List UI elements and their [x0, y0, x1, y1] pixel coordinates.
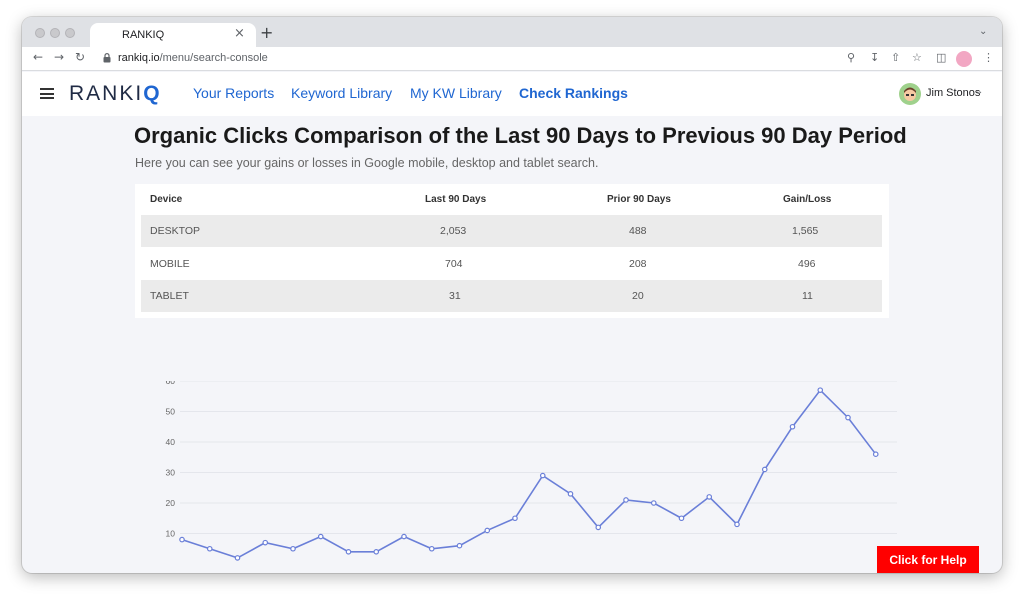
cell-prior-90: 20	[632, 290, 644, 302]
y-tick-label: 50	[166, 407, 176, 417]
data-point	[734, 521, 740, 528]
new-tab-button[interactable]: +	[260, 23, 274, 42]
data-point	[262, 539, 269, 546]
tab-search-chevron-icon[interactable]: ⌄	[979, 26, 988, 37]
cell-gain-loss: 11	[802, 290, 813, 302]
minimize-window-button[interactable]	[50, 28, 60, 38]
data-point	[317, 533, 324, 540]
nav-my-kw-library[interactable]: My KW Library	[410, 85, 502, 101]
forward-arrow-icon[interactable]: →	[54, 50, 65, 64]
data-point	[428, 545, 435, 552]
more-icon[interactable]: ⋮	[983, 51, 994, 64]
cell-prior-90: 208	[629, 258, 647, 270]
data-point	[623, 497, 629, 503]
series-line	[181, 388, 877, 559]
profile-icon[interactable]	[956, 51, 972, 67]
data-point	[401, 533, 407, 540]
rankiq-logo[interactable]: RANKIQ	[69, 82, 162, 106]
data-point	[206, 545, 213, 552]
hamburger-menu-icon[interactable]	[40, 88, 54, 99]
data-point	[789, 423, 796, 430]
y-tick-label: 40	[166, 437, 176, 447]
nav-check-rankings[interactable]: Check Rankings	[519, 85, 628, 101]
cell-device: DESKTOP	[150, 225, 200, 237]
sidebar-icon[interactable]: ◫	[936, 51, 947, 64]
logo-mark: Q	[143, 82, 162, 105]
cell-device: MOBILE	[150, 258, 190, 270]
cell-last-90: 31	[449, 290, 461, 302]
header-prior-90-days: Prior 90 Days	[607, 194, 671, 205]
cell-prior-90: 488	[629, 225, 647, 237]
browser-tab[interactable]: RANKIQ ×	[90, 23, 256, 47]
cell-device: TABLET	[150, 290, 189, 302]
browser-window: RANKIQ × + ⌄ ← → ↻ rankiq.io/menu/search…	[22, 17, 1002, 573]
data-point	[845, 414, 851, 421]
data-point	[290, 545, 296, 552]
reload-icon[interactable]: ↻	[75, 50, 86, 64]
cell-gain-loss: 1,565	[792, 225, 819, 237]
data-point	[817, 387, 824, 393]
header-last-90-days: Last 90 Days	[425, 194, 487, 205]
data-point	[650, 500, 657, 506]
page-subtitle: Here you can see your gains or losses in…	[135, 156, 599, 170]
y-tick-label: 60	[166, 381, 176, 386]
lock-icon	[103, 53, 111, 63]
data-point	[345, 549, 352, 555]
clicks-line-chart: 10 20 30 40 50 60	[166, 381, 897, 561]
avatar[interactable]	[899, 83, 921, 105]
click-for-help-button[interactable]: Click for Help	[877, 546, 979, 573]
cell-last-90: 2,053	[440, 225, 467, 237]
y-tick-label: 10	[166, 529, 176, 539]
table-row: DESKTOP 2,053 488 1,565	[141, 215, 882, 247]
data-point	[678, 515, 685, 522]
tab-strip: RANKIQ × + ⌄	[22, 17, 1002, 47]
user-name[interactable]: Jim Stonos	[926, 87, 981, 99]
data-point	[179, 536, 185, 543]
data-point	[567, 491, 574, 497]
clicks-comparison-table: Device Last 90 Days Prior 90 Days Gain/L…	[135, 184, 889, 318]
data-point	[484, 527, 491, 534]
nav-keyword-library[interactable]: Keyword Library	[291, 85, 393, 101]
tab-title: RANKIQ	[122, 29, 165, 41]
data-point	[706, 494, 713, 500]
install-icon[interactable]: ↧	[870, 51, 880, 64]
table-row: MOBILE 704 208 496	[141, 248, 882, 280]
data-point	[872, 451, 879, 458]
logo-text: RANKI	[69, 82, 144, 105]
key-icon[interactable]: ⚲	[847, 51, 856, 64]
user-menu-chevron-icon[interactable]: ⌄	[975, 86, 984, 97]
nav-your-reports[interactable]: Your Reports	[193, 85, 275, 101]
y-tick-label: 30	[166, 468, 176, 478]
url-host: rankiq.io	[118, 52, 160, 64]
tab-close-icon[interactable]: ×	[234, 26, 245, 41]
data-point	[373, 549, 380, 555]
bookmark-star-icon[interactable]: ☆	[912, 51, 922, 64]
address-bar[interactable]: rankiq.io/menu/search-console	[118, 52, 268, 64]
data-point	[539, 472, 546, 479]
data-point	[456, 542, 463, 549]
share-icon[interactable]: ⇧	[891, 51, 901, 64]
back-arrow-icon[interactable]: ←	[33, 50, 44, 64]
avatar-face-icon	[904, 87, 916, 101]
table-row: TABLET 31 20 11	[141, 280, 882, 312]
app-navbar: RANKIQ Your Reports Keyword Library My K…	[22, 72, 1002, 116]
browser-toolbar: ← → ↻ rankiq.io/menu/search-console ⚲ ↧ …	[22, 47, 1002, 71]
data-point	[234, 555, 241, 561]
zoom-window-button[interactable]	[65, 28, 75, 38]
url-path: /menu/search-console	[159, 52, 268, 64]
close-window-button[interactable]	[35, 28, 45, 38]
data-point	[595, 524, 602, 531]
cell-last-90: 704	[445, 258, 463, 270]
header-device: Device	[150, 194, 183, 205]
y-tick-label: 20	[166, 498, 176, 508]
page-title: Organic Clicks Comparison of the Last 90…	[134, 123, 907, 148]
data-point	[761, 466, 768, 473]
header-gain-loss: Gain/Loss	[783, 194, 832, 205]
cell-gain-loss: 496	[798, 258, 816, 270]
data-point	[512, 515, 518, 522]
